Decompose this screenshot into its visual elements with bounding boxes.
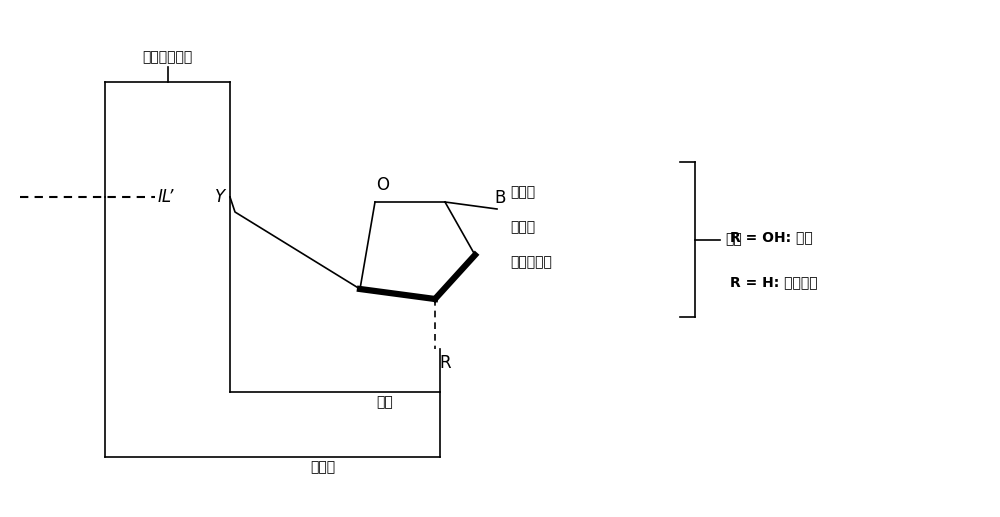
Text: R: R (439, 354, 451, 372)
Text: R = H: 脱氧核糖: R = H: 脱氧核糖 (730, 275, 818, 289)
Text: B: B (494, 189, 506, 207)
Text: 核碱基: 核碱基 (510, 185, 535, 199)
Text: 核苷: 核苷 (377, 395, 393, 409)
Text: 核苷酸间键连: 核苷酸间键连 (142, 50, 193, 64)
Text: O: O (376, 176, 390, 194)
Text: 核苷酸: 核苷酸 (310, 460, 335, 474)
Text: IL’: IL’ (158, 188, 174, 206)
Text: Y: Y (215, 188, 225, 206)
Text: 糖苷键: 糖苷键 (510, 220, 535, 234)
Text: 戊糖: 戊糖 (725, 233, 742, 247)
Text: 糖苷碳原子: 糖苷碳原子 (510, 255, 552, 269)
Text: R = OH: 核糖: R = OH: 核糖 (730, 230, 813, 244)
